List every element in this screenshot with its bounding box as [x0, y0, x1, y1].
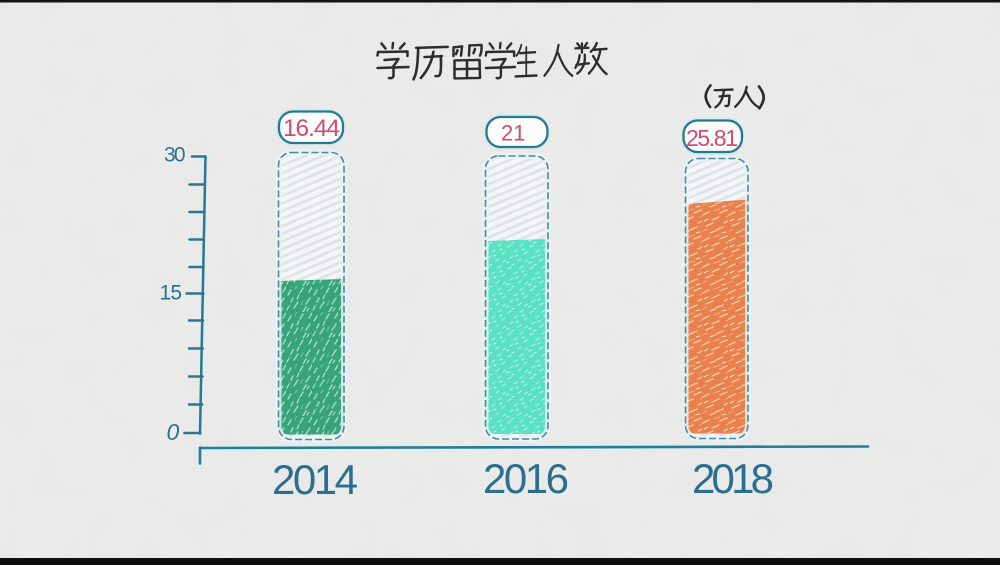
- svg-text:21: 21: [501, 121, 525, 146]
- svg-text:15: 15: [160, 282, 183, 305]
- svg-text:16.44: 16.44: [283, 115, 340, 142]
- svg-text:2018: 2018: [692, 455, 774, 502]
- svg-text:30: 30: [164, 144, 186, 167]
- svg-text:25.81: 25.81: [686, 125, 738, 151]
- svg-text:0: 0: [167, 419, 180, 445]
- svg-text:2014: 2014: [272, 456, 358, 503]
- svg-text:2016: 2016: [483, 455, 569, 502]
